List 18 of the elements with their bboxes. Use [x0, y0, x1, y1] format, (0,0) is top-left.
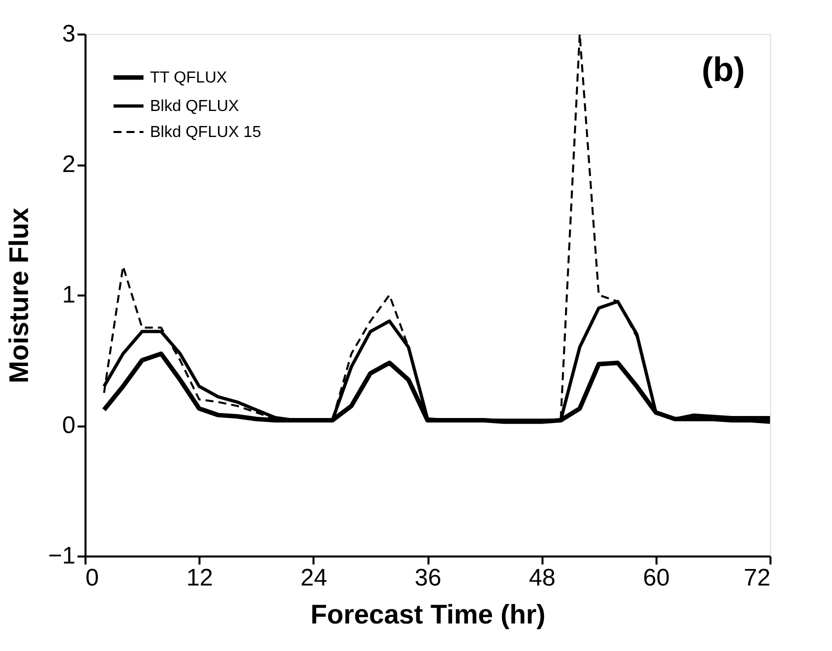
x-tick-label: 72	[744, 564, 770, 592]
x-tick-label: 12	[186, 564, 214, 592]
x-tick-label: 24	[300, 564, 328, 592]
legend-label: TT QFLUX	[150, 70, 228, 86]
y-tick-label: 0	[62, 412, 76, 439]
x-tick-label: 36	[414, 564, 442, 592]
x-axis-title: Forecast Time (hr)	[310, 600, 546, 630]
annotation: (b)	[702, 51, 745, 89]
y-tick-label: 3	[62, 20, 76, 48]
legend-label: Blkd QFLUX	[150, 98, 240, 115]
y-tick-label: 2	[62, 151, 76, 178]
x-tick-label: 48	[528, 564, 556, 592]
x-tick-label: 60	[642, 564, 670, 592]
y-axis-title: Moisture Flux	[4, 208, 34, 384]
y-tick-label: −1	[48, 542, 76, 570]
x-tick-label: 0	[86, 564, 99, 592]
y-tick-label: 1	[62, 282, 76, 308]
legend-label: Blkd QFLUX 15	[150, 124, 262, 141]
